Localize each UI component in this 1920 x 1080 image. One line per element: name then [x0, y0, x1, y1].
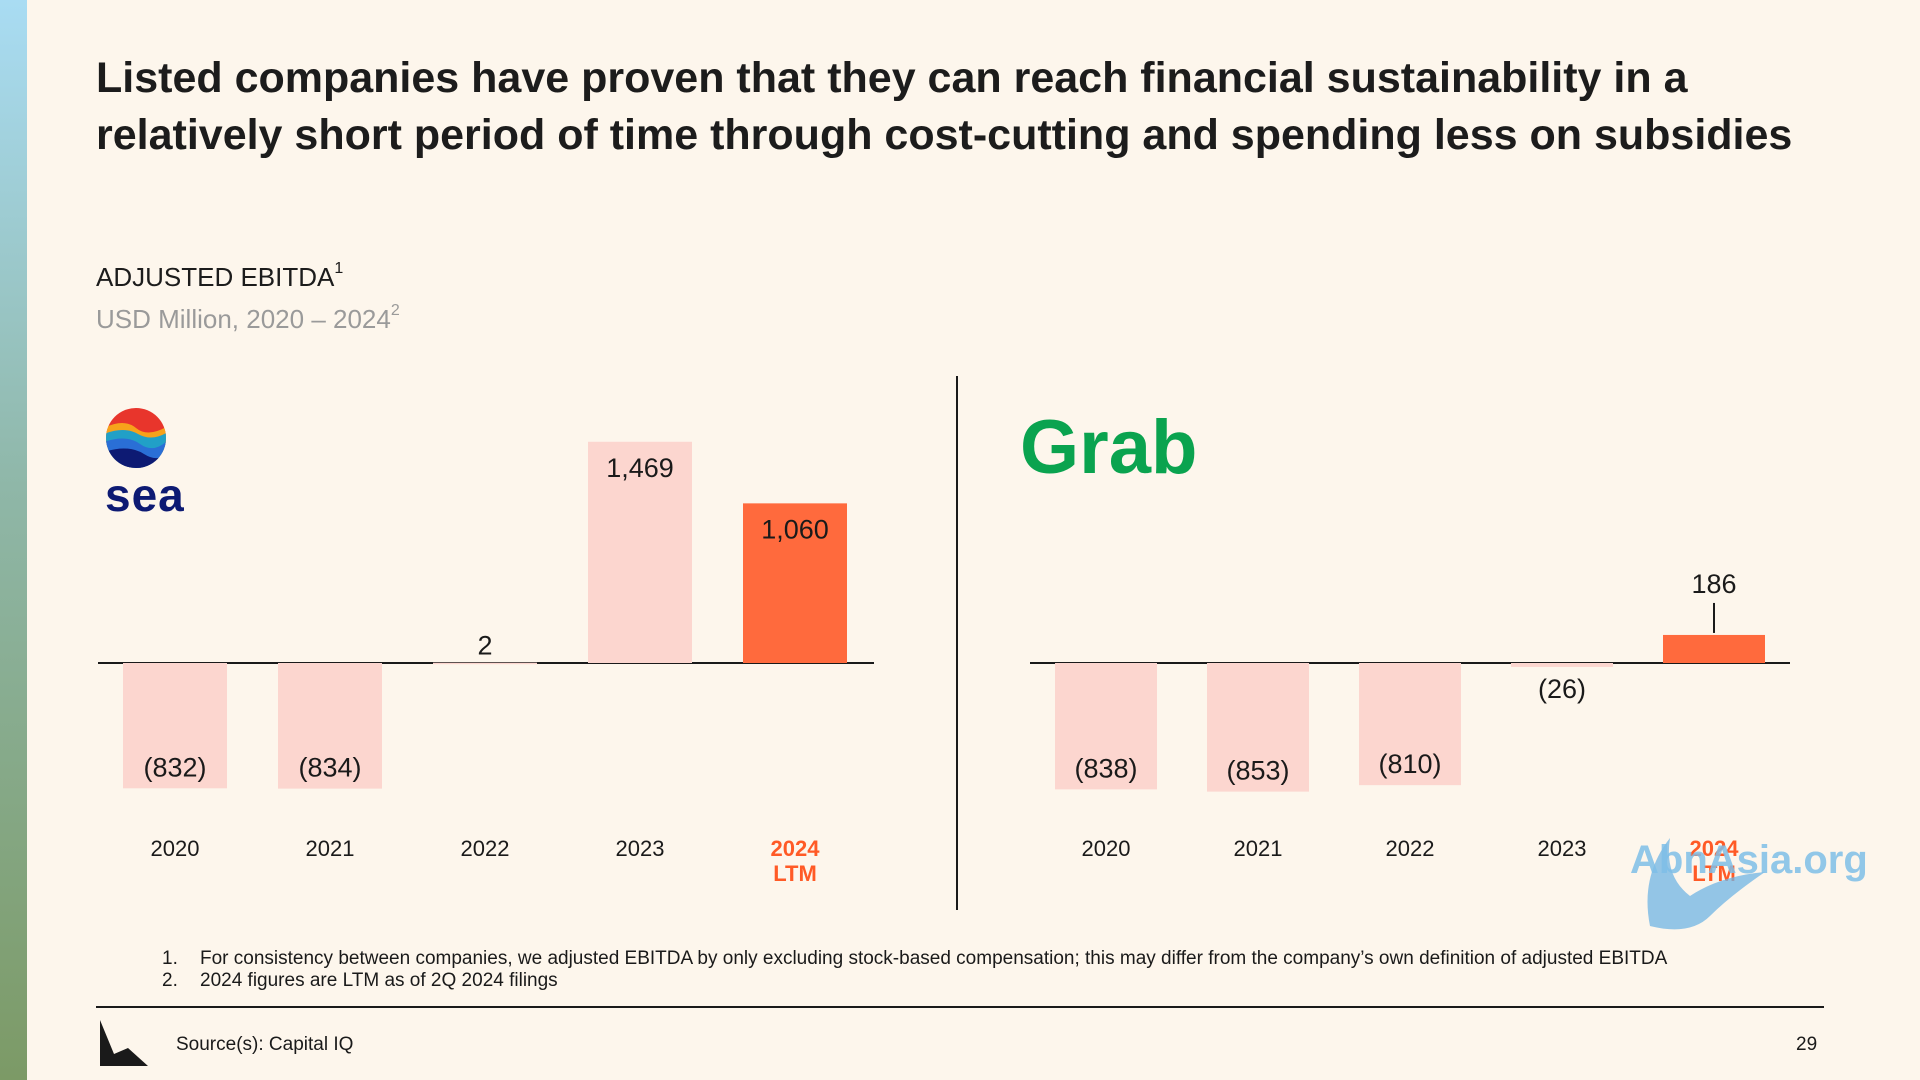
sea-value-label-4: 1,060: [761, 514, 829, 544]
sea-bar-2024-ltm: [743, 503, 847, 663]
grab-bar-2022: [1359, 663, 1461, 786]
sea-value-label-0: (832): [143, 752, 206, 782]
grab-value-label-2: (810): [1378, 749, 1441, 779]
grab-category-label-0: 2020: [1082, 836, 1131, 861]
page-number: 29: [1796, 1034, 1818, 1055]
watermark-text: AbnAsia.org: [1630, 838, 1868, 882]
grab-bar-2023: [1511, 663, 1613, 667]
sea-value-label-1: (834): [298, 753, 361, 783]
footnote-1: 1. For consistency between companies, we …: [162, 948, 1668, 969]
brand-corner-icon: [100, 1020, 148, 1066]
sea-bar-2023: [588, 441, 692, 663]
footnote-2: 2. 2024 figures are LTM as of 2Q 2024 fil…: [162, 970, 558, 991]
sea-value-label-3: 1,469: [606, 453, 674, 483]
grab-bar-2021: [1207, 663, 1309, 792]
chart-subtitle: ADJUSTED EBITDA1: [96, 260, 344, 292]
sea-bar-2020: [123, 663, 227, 789]
grab-value-label-3: (26): [1538, 674, 1586, 704]
sea-category-label-4-line2: LTM: [773, 861, 817, 886]
grab-category-label-2: 2022: [1386, 836, 1435, 861]
sea-category-label-0: 2020: [151, 836, 200, 861]
grab-logo-icon: Grab: [1020, 405, 1198, 490]
page-title: Listed companies have proven that they c…: [96, 54, 1793, 159]
footer-rule: [96, 1006, 1824, 1008]
sea-value-label-2: 2: [477, 631, 492, 661]
grab-category-label-4: 2024: [1690, 836, 1740, 861]
chart-units: USD Million, 2020 – 20242: [96, 302, 400, 334]
grab-category-label-3: 2023: [1538, 836, 1587, 861]
grab-value-label-0: (838): [1074, 753, 1137, 783]
grab-value-label-4: 186: [1691, 569, 1736, 599]
sea-bar-2021: [278, 663, 382, 789]
grab-value-label-1: (853): [1226, 756, 1289, 786]
sea-logo-wordmark: sea: [105, 469, 185, 521]
sea-category-label-1: 2021: [306, 836, 355, 861]
sea-category-label-4: 2024: [771, 836, 821, 861]
source-note: Source(s): Capital IQ: [176, 1034, 354, 1055]
sea-bar-2022: [433, 662, 537, 665]
sea-category-label-3: 2023: [616, 836, 665, 861]
left-gradient-stripe: [0, 0, 27, 1080]
grab-bar-2020: [1055, 663, 1157, 790]
sea-logo-icon: [106, 408, 166, 468]
grab-category-label-1: 2021: [1234, 836, 1283, 861]
watermark-bird-icon: [1647, 838, 1765, 930]
sea-category-label-2: 2022: [461, 836, 510, 861]
grab-bar-2024-ltm: [1663, 634, 1765, 663]
footnotes: 1. For consistency between companies, we …: [162, 948, 1667, 992]
chart-divider: [956, 376, 958, 910]
